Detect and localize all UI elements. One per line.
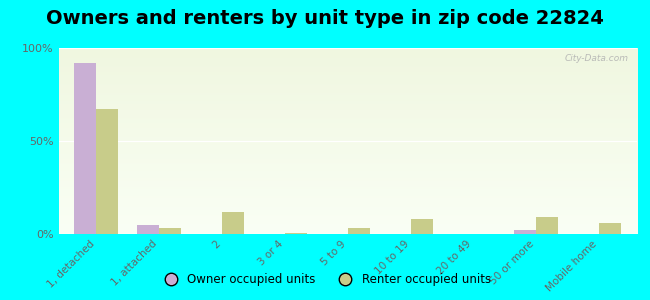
Text: Owners and renters by unit type in zip code 22824: Owners and renters by unit type in zip c…	[46, 9, 604, 28]
Text: City-Data.com: City-Data.com	[564, 54, 629, 63]
Bar	[285, 233, 307, 234]
Bar	[74, 63, 96, 234]
Bar	[411, 219, 433, 234]
Bar	[137, 225, 159, 234]
Bar	[536, 217, 558, 234]
Legend: Owner occupied units, Renter occupied units: Owner occupied units, Renter occupied un…	[154, 269, 496, 291]
Bar	[599, 223, 621, 234]
Bar	[96, 110, 118, 234]
Bar	[514, 230, 536, 234]
Bar	[348, 228, 370, 234]
Bar	[222, 212, 244, 234]
Bar	[159, 228, 181, 234]
